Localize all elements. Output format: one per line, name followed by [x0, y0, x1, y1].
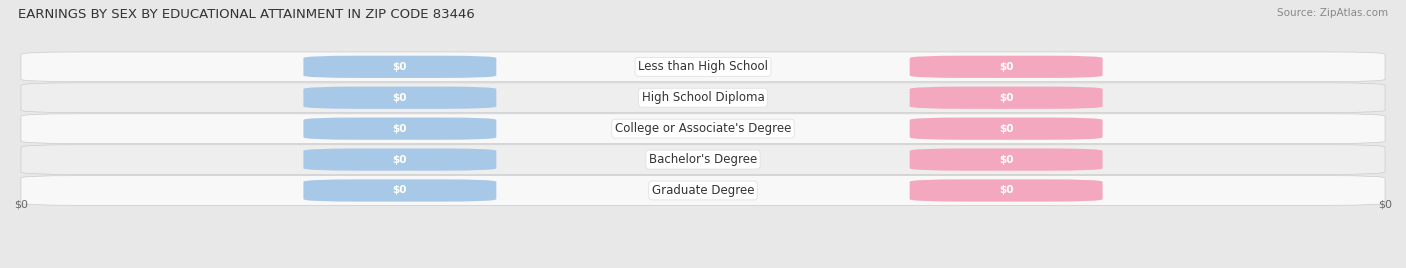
- FancyBboxPatch shape: [21, 114, 1385, 143]
- FancyBboxPatch shape: [910, 56, 1102, 78]
- Text: $0: $0: [392, 124, 408, 134]
- Text: $0: $0: [998, 155, 1014, 165]
- FancyBboxPatch shape: [304, 179, 496, 202]
- Text: $0: $0: [14, 199, 28, 209]
- FancyBboxPatch shape: [304, 87, 496, 109]
- FancyBboxPatch shape: [21, 83, 1385, 113]
- Text: $0: $0: [998, 62, 1014, 72]
- Text: Less than High School: Less than High School: [638, 60, 768, 73]
- Text: $0: $0: [392, 93, 408, 103]
- FancyBboxPatch shape: [910, 148, 1102, 171]
- Text: Bachelor's Degree: Bachelor's Degree: [650, 153, 756, 166]
- FancyBboxPatch shape: [304, 148, 496, 171]
- Text: College or Associate's Degree: College or Associate's Degree: [614, 122, 792, 135]
- Text: $0: $0: [998, 93, 1014, 103]
- Text: $0: $0: [998, 185, 1014, 195]
- FancyBboxPatch shape: [304, 56, 496, 78]
- Text: EARNINGS BY SEX BY EDUCATIONAL ATTAINMENT IN ZIP CODE 83446: EARNINGS BY SEX BY EDUCATIONAL ATTAINMEN…: [18, 8, 475, 21]
- FancyBboxPatch shape: [21, 52, 1385, 82]
- FancyBboxPatch shape: [910, 179, 1102, 202]
- Text: $0: $0: [998, 124, 1014, 134]
- FancyBboxPatch shape: [910, 87, 1102, 109]
- Text: Graduate Degree: Graduate Degree: [652, 184, 754, 197]
- Text: $0: $0: [392, 62, 408, 72]
- Text: $0: $0: [392, 185, 408, 195]
- FancyBboxPatch shape: [21, 145, 1385, 174]
- Text: $0: $0: [392, 155, 408, 165]
- FancyBboxPatch shape: [304, 117, 496, 140]
- Text: $0: $0: [1378, 199, 1392, 209]
- Text: High School Diploma: High School Diploma: [641, 91, 765, 104]
- FancyBboxPatch shape: [910, 117, 1102, 140]
- Text: Source: ZipAtlas.com: Source: ZipAtlas.com: [1277, 8, 1388, 18]
- FancyBboxPatch shape: [21, 176, 1385, 205]
